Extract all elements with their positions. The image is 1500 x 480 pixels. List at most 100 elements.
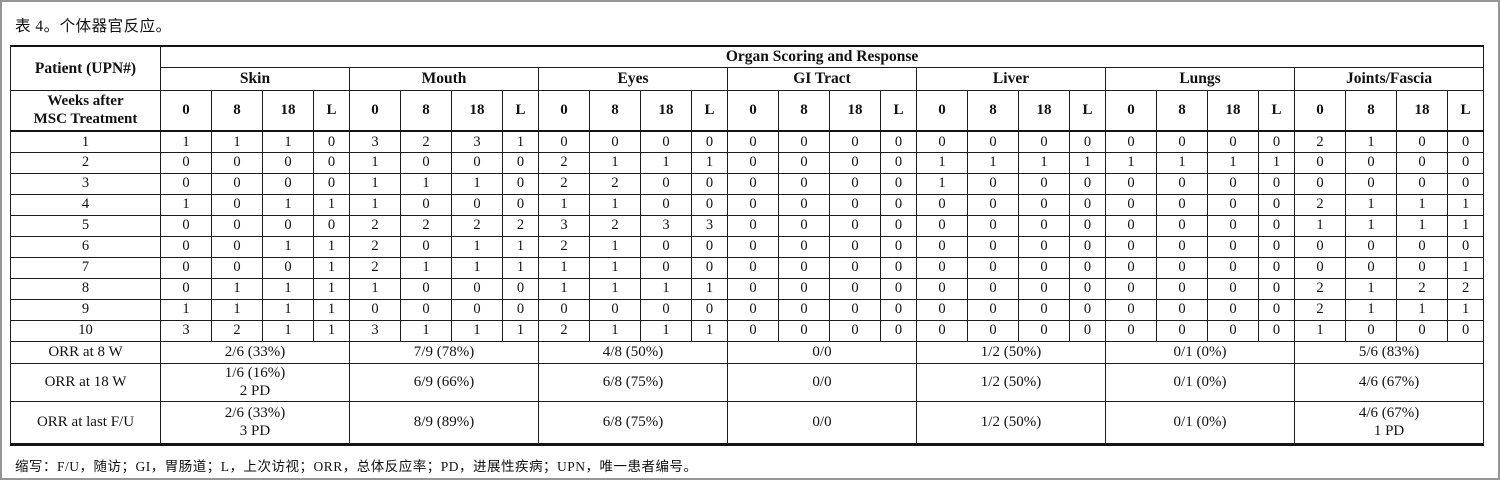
score-cell-mouth-w0: 3 bbox=[349, 130, 401, 153]
score-cell-skin-w18: 1 bbox=[262, 298, 314, 321]
score-cell-mouth-w18: 0 bbox=[451, 277, 503, 300]
score-cell-joints-fascia-w0: 2 bbox=[1294, 277, 1346, 300]
summary-value-line: 2/6 (33%) bbox=[224, 344, 286, 360]
score-cell-mouth-w0: 1 bbox=[349, 151, 401, 174]
summary-value-cell-liver: 1/2 (50%) bbox=[916, 400, 1106, 445]
score-cell-lungs-w8: 0 bbox=[1156, 235, 1208, 258]
summary-row-orr-at-last-f-u: ORR at last F/U 2/6 (33%) 3 PD 8/9 (89%) 6/8… bbox=[10, 400, 1485, 445]
summary-value-cell-skin: 2/6 (33%) 3 PD bbox=[160, 400, 350, 445]
score-cell-eyes-w18: 0 bbox=[640, 193, 692, 216]
score-cell-gi-tract-w18: 0 bbox=[829, 214, 881, 237]
score-cell-joints-fascia-w18: 1 bbox=[1396, 298, 1448, 321]
score-cell-lungs-wl: 0 bbox=[1258, 214, 1295, 237]
score-cell-gi-tract-w18: 0 bbox=[829, 277, 881, 300]
score-cell-eyes-wl: 0 bbox=[691, 235, 728, 258]
score-cell-liver-wl: 0 bbox=[1069, 277, 1106, 300]
score-cell-joints-fascia-w18: 0 bbox=[1396, 235, 1448, 258]
score-cell-lungs-w0: 1 bbox=[1105, 151, 1157, 174]
score-cell-eyes-w8: 1 bbox=[589, 277, 641, 300]
score-cell-eyes-w0: 2 bbox=[538, 151, 590, 174]
score-cell-skin-w18: 0 bbox=[262, 214, 314, 237]
score-cell-liver-wl: 0 bbox=[1069, 319, 1106, 342]
score-cell-lungs-w0: 0 bbox=[1105, 319, 1157, 342]
score-cell-joints-fascia-w18: 1 bbox=[1396, 193, 1448, 216]
score-cell-lungs-w0: 0 bbox=[1105, 256, 1157, 279]
score-cell-eyes-w18: 0 bbox=[640, 130, 692, 153]
summary-value-line: 1/2 (50%) bbox=[980, 374, 1042, 390]
summary-label-cell: ORR at last F/U bbox=[10, 400, 161, 445]
score-cell-liver-w8: 0 bbox=[967, 319, 1019, 342]
score-cell-liver-w8: 0 bbox=[967, 214, 1019, 237]
score-cell-lungs-wl: 0 bbox=[1258, 193, 1295, 216]
score-cell-skin-w18: 0 bbox=[262, 172, 314, 195]
score-cell-gi-tract-w0: 0 bbox=[727, 151, 779, 174]
score-cell-joints-fascia-w0: 2 bbox=[1294, 193, 1346, 216]
score-cell-lungs-w0: 0 bbox=[1105, 172, 1157, 195]
score-cell-eyes-w18: 1 bbox=[640, 151, 692, 174]
week-label-eyes-18: 18 bbox=[640, 89, 692, 132]
score-cell-eyes-w8: 1 bbox=[589, 319, 641, 342]
score-cell-eyes-w0: 1 bbox=[538, 193, 590, 216]
score-cell-skin-w8: 1 bbox=[211, 130, 263, 153]
week-label-mouth-18: 18 bbox=[451, 89, 503, 132]
score-cell-gi-tract-w8: 0 bbox=[778, 214, 830, 237]
summary-value-line: 4/8 (50%) bbox=[602, 344, 664, 360]
summary-value-cell-skin: 1/6 (16%) 2 PD bbox=[160, 362, 350, 402]
score-cell-liver-wl: 0 bbox=[1069, 214, 1106, 237]
week-labels-row: Weeks after MSC Treatment 0 8 18 L 0 8 18 L 0 8 18… bbox=[10, 89, 1485, 132]
summary-value-cell-liver: 1/2 (50%) bbox=[916, 340, 1106, 364]
score-cell-skin-w8: 2 bbox=[211, 319, 263, 342]
score-cell-mouth-wl: 1 bbox=[502, 235, 539, 258]
score-cell-skin-w0: 0 bbox=[160, 214, 212, 237]
score-cell-liver-w18: 0 bbox=[1018, 319, 1070, 342]
score-cell-gi-tract-wl: 0 bbox=[880, 298, 917, 321]
score-cell-eyes-w8: 2 bbox=[589, 214, 641, 237]
summary-value-line: 1/2 (50%) bbox=[980, 414, 1042, 430]
summary-value-cell-joints-fascia: 4/6 (67%) bbox=[1293, 362, 1485, 402]
score-cell-skin-w8: 0 bbox=[211, 151, 263, 174]
score-cell-eyes-wl: 1 bbox=[691, 151, 728, 174]
summary-value-cell-mouth: 6/9 (66%) bbox=[349, 362, 539, 402]
weeks-header-line1: Weeks after bbox=[47, 92, 124, 109]
score-cell-lungs-w0: 0 bbox=[1105, 277, 1157, 300]
summary-value-line: 4/6 (67%) bbox=[1358, 374, 1420, 390]
score-cell-eyes-w18: 0 bbox=[640, 256, 692, 279]
score-cell-eyes-w18: 3 bbox=[640, 214, 692, 237]
score-cell-skin-w8: 1 bbox=[211, 298, 263, 321]
score-cell-lungs-w8: 0 bbox=[1156, 214, 1208, 237]
summary-value-cell-skin: 2/6 (33%) bbox=[160, 340, 350, 364]
week-label-skin-8: 8 bbox=[211, 89, 263, 132]
score-cell-lungs-w18: 0 bbox=[1207, 277, 1259, 300]
score-cell-mouth-w18: 1 bbox=[451, 319, 503, 342]
score-cell-liver-w18: 0 bbox=[1018, 235, 1070, 258]
score-cell-joints-fascia-w18: 0 bbox=[1396, 151, 1448, 174]
score-cell-liver-w18: 0 bbox=[1018, 130, 1070, 153]
score-cell-lungs-w8: 0 bbox=[1156, 319, 1208, 342]
score-cell-lungs-w18: 0 bbox=[1207, 172, 1259, 195]
score-cell-liver-wl: 0 bbox=[1069, 130, 1106, 153]
summary-label-cell: ORR at 8 W bbox=[10, 340, 161, 364]
summary-value-cell-eyes: 6/8 (75%) bbox=[538, 362, 728, 402]
summary-value-cell-lungs: 0/1 (0%) bbox=[1105, 400, 1295, 445]
score-cell-lungs-w8: 0 bbox=[1156, 256, 1208, 279]
score-cell-eyes-wl: 0 bbox=[691, 256, 728, 279]
week-label-gi-tract-8: 8 bbox=[778, 89, 830, 132]
score-cell-eyes-wl: 3 bbox=[691, 214, 728, 237]
week-label-eyes-l: L bbox=[691, 89, 728, 132]
score-cell-mouth-w8: 1 bbox=[400, 172, 452, 195]
week-label-lungs-18: 18 bbox=[1207, 89, 1259, 132]
score-cell-eyes-w8: 1 bbox=[589, 235, 641, 258]
score-cell-liver-w18: 1 bbox=[1018, 151, 1070, 174]
score-cell-gi-tract-w0: 0 bbox=[727, 298, 779, 321]
summary-value-cell-liver: 1/2 (50%) bbox=[916, 362, 1106, 402]
score-cell-lungs-w0: 0 bbox=[1105, 235, 1157, 258]
summary-value-line: 2 PD bbox=[239, 383, 271, 399]
score-cell-liver-wl: 0 bbox=[1069, 256, 1106, 279]
score-cell-lungs-w18: 1 bbox=[1207, 151, 1259, 174]
organ-header-mouth: Mouth bbox=[349, 66, 539, 91]
week-label-gi-tract-l: L bbox=[880, 89, 917, 132]
score-cell-skin-w0: 1 bbox=[160, 298, 212, 321]
